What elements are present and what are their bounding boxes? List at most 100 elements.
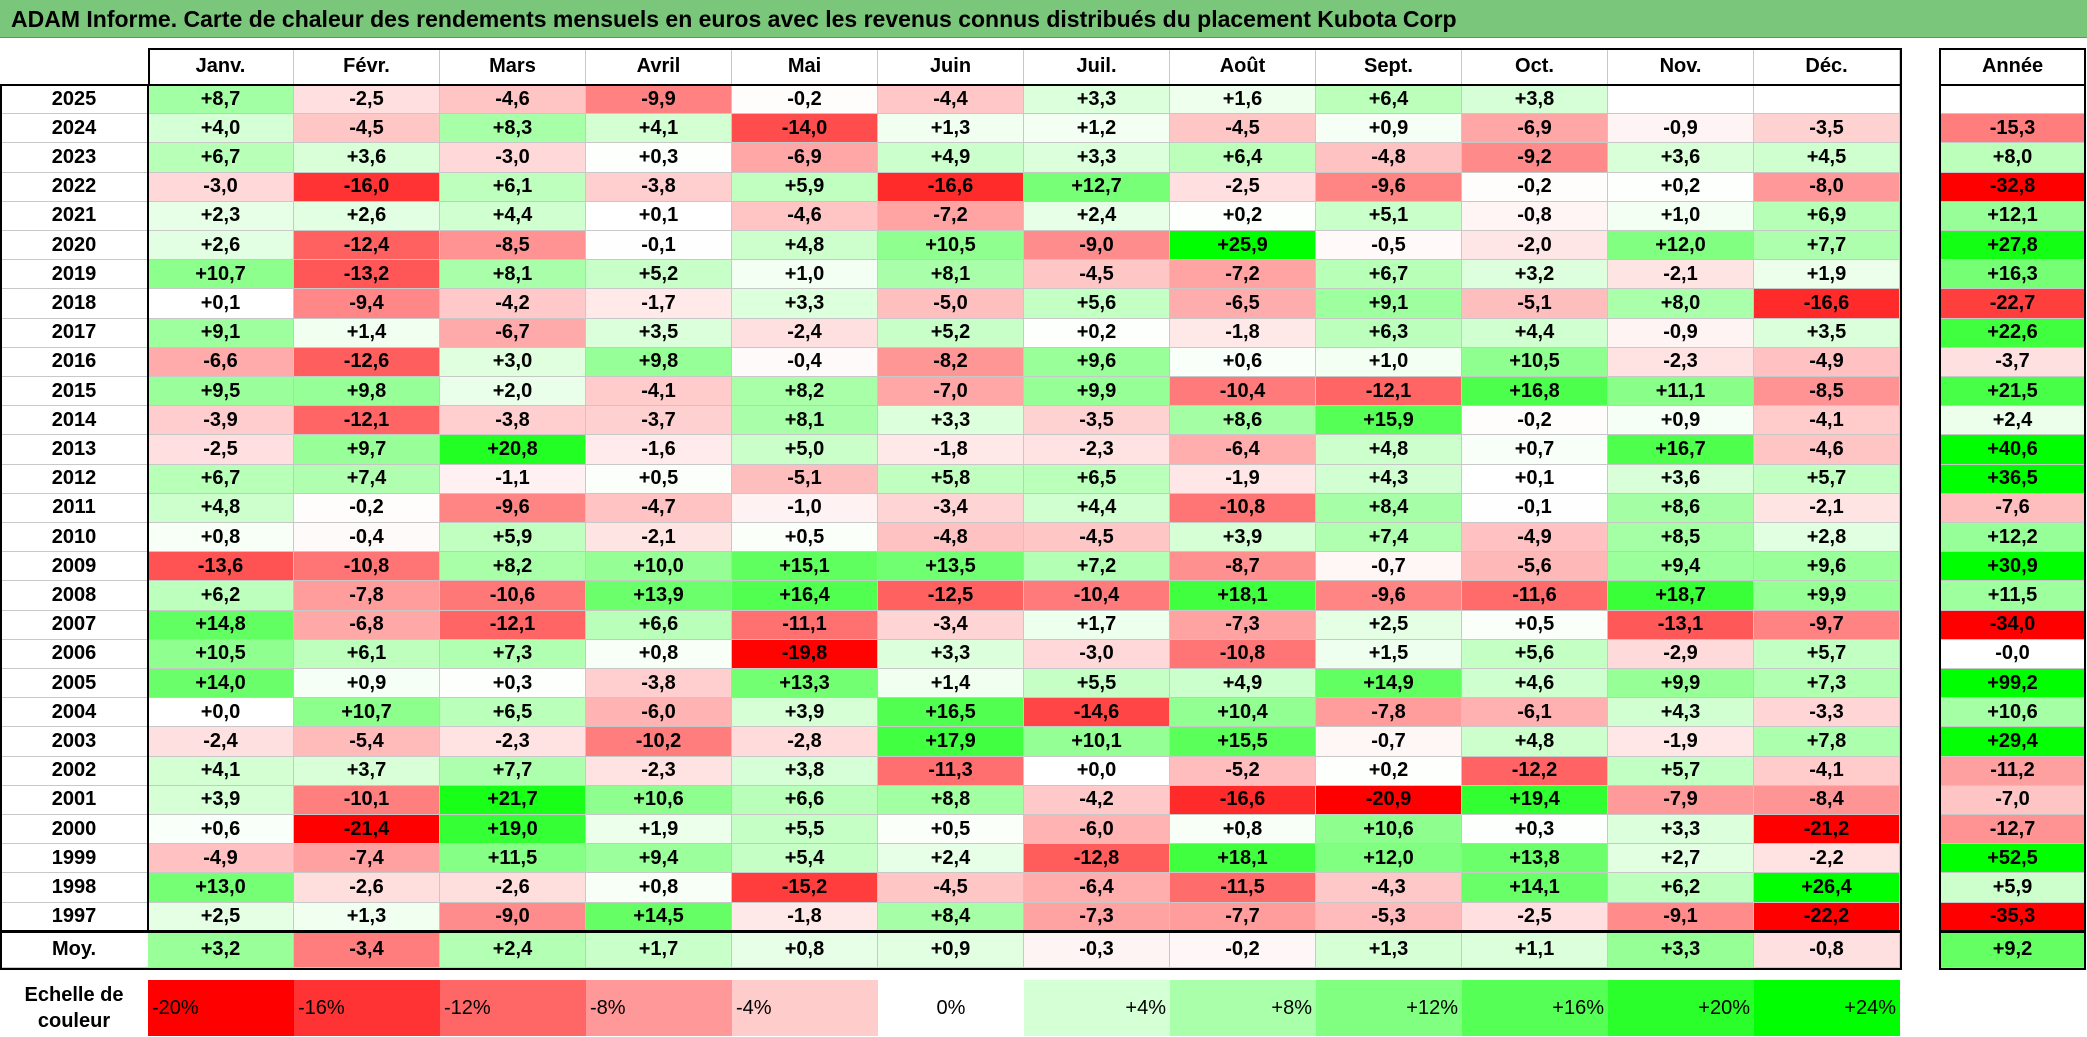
- row-label-year: 2018: [0, 289, 148, 319]
- heatmap-cell: -3,8: [586, 669, 732, 699]
- color-scale-stop: -16%: [294, 980, 440, 1036]
- average-cell: -0,8: [1754, 932, 1900, 968]
- heatmap-cell: +4,4: [440, 201, 586, 231]
- heatmap-cell: -5,0: [878, 289, 1024, 319]
- heatmap-cell: -0,7: [1316, 727, 1462, 757]
- heatmap-cell: -20,9: [1316, 785, 1462, 815]
- heatmap-cell: +9,1: [1316, 289, 1462, 319]
- heatmap-cell: -10,4: [1024, 581, 1170, 611]
- heatmap-cell: -4,9: [1754, 347, 1900, 377]
- heatmap-cell: -3,8: [440, 406, 586, 436]
- heatmap-cell: -7,2: [1170, 260, 1316, 290]
- heatmap-cell: -0,1: [1462, 493, 1608, 523]
- color-scale-stop: +16%: [1462, 980, 1608, 1036]
- heatmap-cell: +5,4: [732, 844, 878, 874]
- heatmap-cell: -2,5: [148, 435, 294, 465]
- annual-cell: -12,7: [1940, 815, 2086, 845]
- average-cell: +3,3: [1608, 932, 1754, 968]
- heatmap-cell: +9,4: [1608, 552, 1754, 582]
- heatmap-cell: +10,4: [1170, 698, 1316, 728]
- color-scale-stop: -4%: [732, 980, 878, 1036]
- heatmap-cell: +0,8: [586, 639, 732, 669]
- heatmap-cell: -8,4: [1754, 785, 1900, 815]
- heatmap-cell: +5,7: [1754, 639, 1900, 669]
- heatmap-cell: -12,8: [1024, 844, 1170, 874]
- heatmap-cell: +4,6: [1462, 669, 1608, 699]
- heatmap-cell: +9,9: [1754, 581, 1900, 611]
- heatmap-cell: -0,9: [1608, 318, 1754, 348]
- heatmap-cell: +4,8: [148, 493, 294, 523]
- heatmap-cell: -12,1: [1316, 377, 1462, 407]
- heatmap-cell: +21,7: [440, 785, 586, 815]
- heatmap-cell: -7,8: [1316, 698, 1462, 728]
- heatmap-cell: +4,8: [732, 231, 878, 261]
- color-scale-stop: +4%: [1024, 980, 1170, 1036]
- heatmap-cell: [1608, 85, 1754, 115]
- heatmap-cell: +0,8: [148, 523, 294, 553]
- row-label-average: Moy.: [0, 932, 148, 968]
- heatmap-cell: -4,8: [1316, 143, 1462, 173]
- annual-cell: -22,7: [1940, 289, 2086, 319]
- heatmap-cell: -13,2: [294, 260, 440, 290]
- heatmap-cell: +1,3: [878, 114, 1024, 144]
- row-label-year: 2024: [0, 114, 148, 144]
- heatmap-cell: -21,2: [1754, 815, 1900, 845]
- heatmap-cell: +2,0: [440, 377, 586, 407]
- column-header: Janv.: [148, 49, 294, 85]
- heatmap-cell: +5,5: [1024, 669, 1170, 699]
- average-cell: +1,3: [1316, 932, 1462, 968]
- heatmap-cell: +6,7: [148, 464, 294, 494]
- heatmap-cell: -13,1: [1608, 610, 1754, 640]
- heatmap-cell: -9,4: [294, 289, 440, 319]
- heatmap-cell: +8,3: [440, 114, 586, 144]
- heatmap-cell: +8,2: [440, 552, 586, 582]
- heatmap-cell: +16,5: [878, 698, 1024, 728]
- heatmap-cell: -3,9: [148, 406, 294, 436]
- row-label-year: 2004: [0, 698, 148, 728]
- heatmap-cell: +2,5: [148, 902, 294, 932]
- row-label-year: 2021: [0, 201, 148, 231]
- heatmap-cell: +5,6: [1462, 639, 1608, 669]
- heatmap-cell: +8,5: [1608, 523, 1754, 553]
- heatmap-cell: -3,4: [878, 493, 1024, 523]
- heatmap-cell: +10,0: [586, 552, 732, 582]
- column-header: Nov.: [1608, 49, 1754, 85]
- heatmap-cell: +19,0: [440, 815, 586, 845]
- annual-cell: +2,4: [1940, 406, 2086, 436]
- heatmap-cell: +7,4: [294, 464, 440, 494]
- heatmap-cell: +19,4: [1462, 785, 1608, 815]
- heatmap-cell: +0,1: [148, 289, 294, 319]
- row-label-year: 2020: [0, 231, 148, 261]
- heatmap-cell: +8,7: [148, 85, 294, 115]
- heatmap-cell: +2,3: [148, 201, 294, 231]
- heatmap-cell: -1,1: [440, 464, 586, 494]
- chart-title: ADAM Informe. Carte de chaleur des rende…: [11, 6, 1457, 32]
- color-scale-stop: -12%: [440, 980, 586, 1036]
- row-label-year: 1997: [0, 902, 148, 932]
- heatmap-cell: -10,4: [1170, 377, 1316, 407]
- heatmap-cell: +3,0: [440, 347, 586, 377]
- heatmap-cell: -5,4: [294, 727, 440, 757]
- year-column-divider: [147, 85, 149, 932]
- heatmap-cell: -7,2: [878, 201, 1024, 231]
- annual-cell: +5,9: [1940, 873, 2086, 903]
- column-header: Mars: [440, 49, 586, 85]
- heatmap-cell: +2,4: [878, 844, 1024, 874]
- heatmap-cell: +3,5: [586, 318, 732, 348]
- row-label-year: 2002: [0, 756, 148, 786]
- row-label-year: 2015: [0, 377, 148, 407]
- heatmap-cell: +12,0: [1608, 231, 1754, 261]
- heatmap-cell: +0,3: [440, 669, 586, 699]
- heatmap-cell: -9,6: [440, 493, 586, 523]
- annual-cell: +21,5: [1940, 377, 2086, 407]
- heatmap-cell: +20,8: [440, 435, 586, 465]
- heatmap-cell: -4,9: [1462, 523, 1608, 553]
- heatmap-cell: -7,7: [1170, 902, 1316, 932]
- heatmap-cell: +10,5: [148, 639, 294, 669]
- title-bar: ADAM Informe. Carte de chaleur des rende…: [0, 0, 2087, 38]
- heatmap-cell: -6,7: [440, 318, 586, 348]
- heatmap-cell: +18,1: [1170, 844, 1316, 874]
- heatmap-cell: +8,8: [878, 785, 1024, 815]
- annual-cell: -35,3: [1940, 902, 2086, 932]
- heatmap-cell: -7,4: [294, 844, 440, 874]
